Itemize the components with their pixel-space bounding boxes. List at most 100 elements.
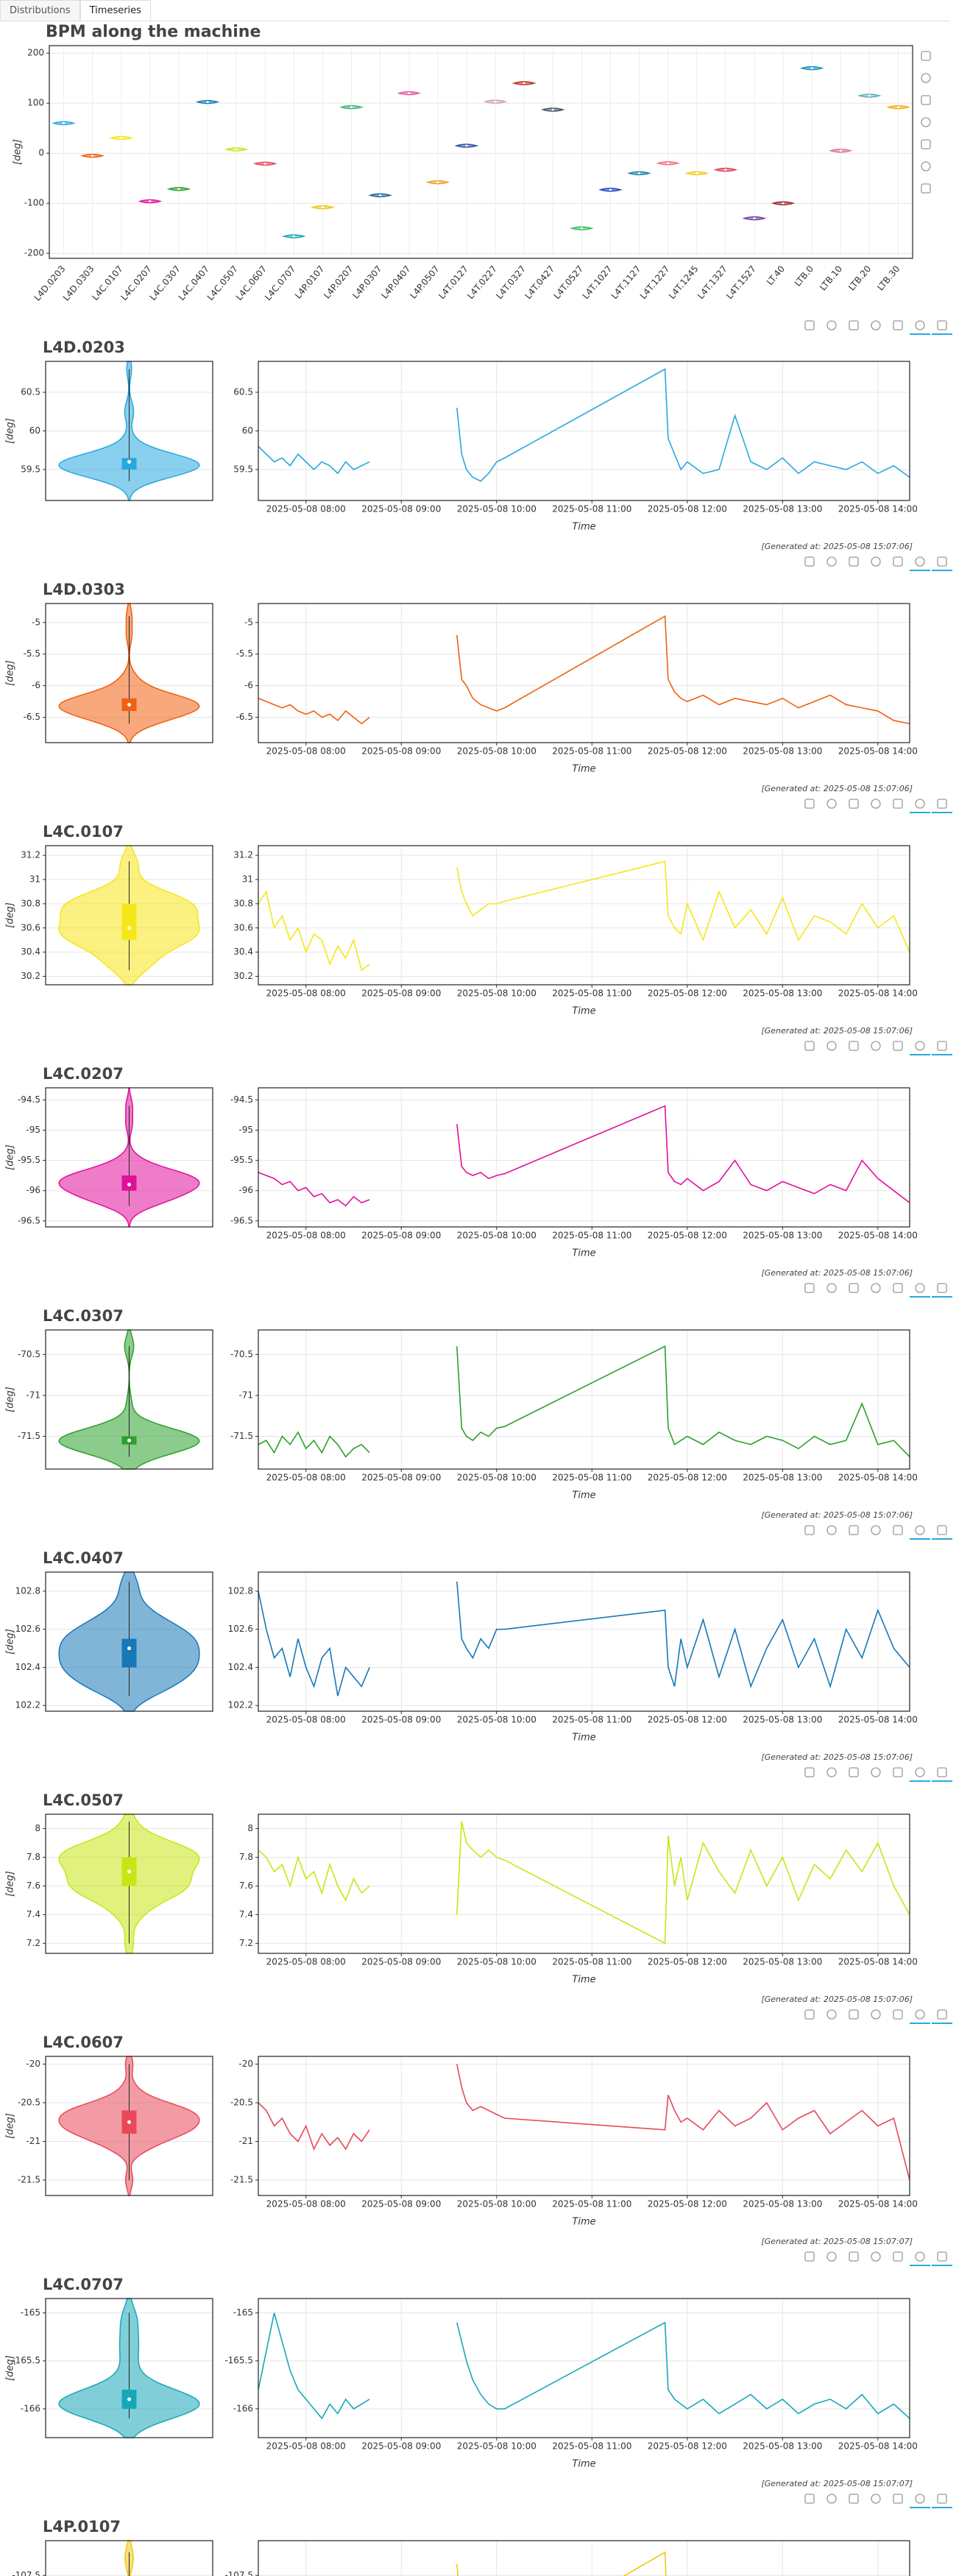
tool-icon[interactable] bbox=[893, 2009, 903, 2020]
y-tick-label: -5 bbox=[244, 617, 253, 627]
tool-icon[interactable] bbox=[871, 556, 881, 567]
tool-icon[interactable] bbox=[871, 799, 881, 809]
tool-icon[interactable] bbox=[937, 799, 947, 809]
tool-icon[interactable] bbox=[826, 320, 837, 330]
tool-icon[interactable] bbox=[915, 1525, 925, 1535]
tool-icon[interactable] bbox=[893, 320, 903, 330]
tool-icon[interactable] bbox=[921, 73, 931, 83]
tool-icon[interactable] bbox=[915, 556, 925, 567]
tool-icon[interactable] bbox=[915, 2251, 925, 2262]
x-tick-label: 2025-05-08 09:00 bbox=[361, 988, 441, 999]
tool-icon[interactable] bbox=[893, 1041, 903, 1051]
tool-icon[interactable] bbox=[937, 320, 947, 330]
tool-icon[interactable] bbox=[921, 139, 931, 149]
tool-icon[interactable] bbox=[915, 799, 925, 809]
tool-icon[interactable] bbox=[804, 799, 815, 809]
tool-icon[interactable] bbox=[915, 1767, 925, 1777]
tool-icon[interactable] bbox=[871, 1767, 881, 1777]
tool-icon[interactable] bbox=[893, 556, 903, 567]
tool-icon[interactable] bbox=[921, 117, 931, 127]
tool-icon[interactable] bbox=[915, 1283, 925, 1293]
median bbox=[127, 926, 131, 930]
tool-icon[interactable] bbox=[849, 320, 859, 330]
tool-icon[interactable] bbox=[849, 2251, 859, 2262]
tool-icon[interactable] bbox=[871, 2009, 881, 2020]
tool-icon[interactable] bbox=[826, 1767, 837, 1777]
x-tick-label: 2025-05-08 10:00 bbox=[457, 2441, 537, 2452]
panel-title: L4C.0707 bbox=[43, 2276, 124, 2293]
panel-title: L4C.0107 bbox=[43, 823, 124, 841]
x-tick-label: L4T.1327 bbox=[695, 263, 729, 301]
tool-icon[interactable] bbox=[826, 1525, 837, 1535]
tool-icon[interactable] bbox=[893, 1283, 903, 1293]
tool-icon[interactable] bbox=[826, 2009, 837, 2020]
tool-icon[interactable] bbox=[893, 1525, 903, 1535]
tool-icon[interactable] bbox=[849, 799, 859, 809]
tool-icon[interactable] bbox=[849, 1525, 859, 1535]
tool-icon[interactable] bbox=[871, 1283, 881, 1293]
tool-icon[interactable] bbox=[871, 2251, 881, 2262]
tool-icon[interactable] bbox=[937, 2251, 947, 2262]
tool-icon[interactable] bbox=[849, 1767, 859, 1777]
tool-icon[interactable] bbox=[871, 1041, 881, 1051]
tool-icon[interactable] bbox=[893, 1767, 903, 1777]
tool-icon[interactable] bbox=[871, 2494, 881, 2504]
x-tick-label: L4C.0707 bbox=[263, 263, 297, 302]
tool-icon[interactable] bbox=[826, 799, 837, 809]
y-tick-label: -200 bbox=[24, 248, 44, 258]
tool-icon[interactable] bbox=[826, 1041, 837, 1051]
tool-icon[interactable] bbox=[937, 1041, 947, 1051]
tool-icon[interactable] bbox=[893, 2494, 903, 2504]
tool-icon[interactable] bbox=[804, 556, 815, 567]
x-tick-label: 2025-05-08 10:00 bbox=[457, 1473, 537, 1483]
tool-icon[interactable] bbox=[849, 2494, 859, 2504]
tool-icon[interactable] bbox=[804, 1283, 815, 1293]
tool-icon[interactable] bbox=[804, 1525, 815, 1535]
tool-icon[interactable] bbox=[871, 1525, 881, 1535]
tool-icon[interactable] bbox=[804, 2251, 815, 2262]
tool-icon[interactable] bbox=[849, 2009, 859, 2020]
median bbox=[350, 106, 353, 109]
tool-icon[interactable] bbox=[937, 1767, 947, 1777]
tool-icon[interactable] bbox=[804, 320, 815, 330]
tab[interactable]: Distributions bbox=[0, 0, 80, 21]
tool-icon[interactable] bbox=[937, 1525, 947, 1535]
tool-icon[interactable] bbox=[804, 2494, 815, 2504]
tool-icon[interactable] bbox=[921, 161, 931, 171]
tab[interactable]: Timeseries bbox=[79, 0, 151, 21]
tool-icon[interactable] bbox=[804, 2009, 815, 2020]
tool-icon[interactable] bbox=[849, 1283, 859, 1293]
x-tick-label: 2025-05-08 13:00 bbox=[743, 746, 822, 757]
tool-icon[interactable] bbox=[826, 2494, 837, 2504]
tool-icon[interactable] bbox=[937, 1283, 947, 1293]
tool-icon[interactable] bbox=[826, 556, 837, 567]
tool-icon[interactable] bbox=[893, 799, 903, 809]
x-tick-label: 2025-05-08 12:00 bbox=[648, 1231, 727, 1241]
tool-icon[interactable] bbox=[849, 556, 859, 567]
tool-icon[interactable] bbox=[804, 1767, 815, 1777]
y-tick-label: -5.5 bbox=[24, 648, 40, 659]
tool-icon[interactable] bbox=[937, 2009, 947, 2020]
tool-icon[interactable] bbox=[849, 1041, 859, 1051]
series-line bbox=[258, 1105, 910, 1207]
tool-icon[interactable] bbox=[937, 2494, 947, 2504]
panel-title: L4C.0407 bbox=[43, 1549, 124, 1567]
x-tick-label: 2025-05-08 10:00 bbox=[457, 1957, 537, 1967]
tool-icon[interactable] bbox=[826, 2251, 837, 2262]
tool-icon[interactable] bbox=[921, 95, 931, 105]
tool-icon[interactable] bbox=[915, 1041, 925, 1051]
tool-icon[interactable] bbox=[915, 320, 925, 330]
tool-icon[interactable] bbox=[826, 1283, 837, 1293]
tool-icon[interactable] bbox=[921, 183, 931, 194]
y-tick-label: 7.8 bbox=[26, 1852, 40, 1862]
tool-icon[interactable] bbox=[871, 320, 881, 330]
tool-icon[interactable] bbox=[915, 2009, 925, 2020]
tool-icon[interactable] bbox=[804, 1041, 815, 1051]
tool-icon[interactable] bbox=[937, 556, 947, 567]
plot-frame bbox=[45, 1087, 213, 1228]
tool-icon[interactable] bbox=[893, 2251, 903, 2262]
x-tick-label: 2025-05-08 11:00 bbox=[552, 2199, 631, 2209]
median bbox=[782, 202, 785, 205]
tool-icon[interactable] bbox=[915, 2494, 925, 2504]
tool-icon[interactable] bbox=[921, 51, 931, 61]
